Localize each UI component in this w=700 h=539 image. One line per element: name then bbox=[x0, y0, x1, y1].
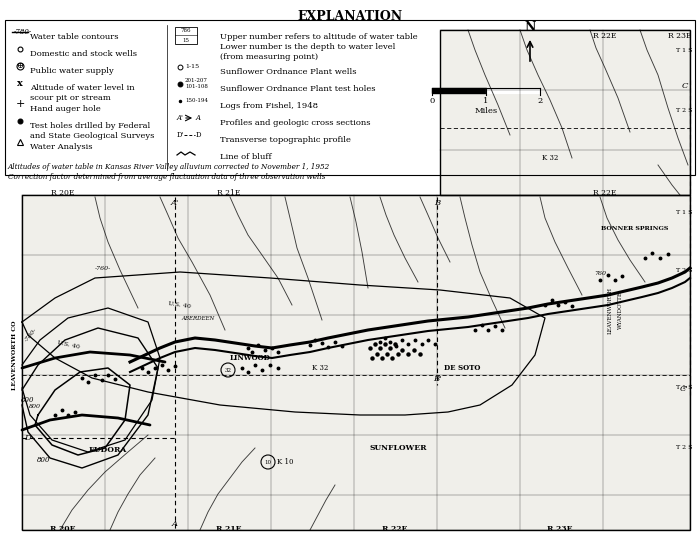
Text: R 23E: R 23E bbox=[668, 32, 692, 40]
Text: LEAVENWORTH CO: LEAVENWORTH CO bbox=[13, 320, 18, 390]
Text: R 21E: R 21E bbox=[217, 189, 241, 197]
Text: 201-207: 201-207 bbox=[185, 79, 208, 84]
Text: Test holes drilled by Federal
and State Geological Surveys: Test holes drilled by Federal and State … bbox=[30, 122, 155, 140]
Text: ⊕: ⊕ bbox=[17, 62, 24, 70]
Text: Logs from Fishel, 1948: Logs from Fishel, 1948 bbox=[220, 102, 318, 110]
Text: 32: 32 bbox=[225, 368, 232, 372]
Text: Line of bluff: Line of bluff bbox=[220, 153, 272, 161]
Text: B: B bbox=[434, 199, 440, 207]
Text: -760-: -760- bbox=[95, 266, 111, 271]
Text: 800: 800 bbox=[29, 404, 41, 409]
Text: 2: 2 bbox=[538, 97, 542, 105]
Text: 786: 786 bbox=[181, 29, 191, 33]
Text: +: + bbox=[15, 99, 24, 109]
Text: 800: 800 bbox=[37, 456, 50, 464]
Text: A: A bbox=[172, 520, 178, 528]
Bar bbox=[22, 195, 690, 530]
Text: R 20E: R 20E bbox=[50, 525, 76, 533]
Text: A': A' bbox=[171, 199, 179, 207]
Bar bbox=[440, 30, 690, 195]
Text: U.S. 40: U.S. 40 bbox=[168, 301, 192, 309]
Text: R 22E: R 22E bbox=[594, 32, 617, 40]
Text: T 2 S: T 2 S bbox=[676, 445, 692, 450]
Text: D': D' bbox=[177, 131, 184, 139]
Text: -780-: -780- bbox=[24, 327, 38, 343]
Text: N: N bbox=[524, 21, 536, 34]
Text: LEAVENWORTH: LEAVENWORTH bbox=[608, 287, 612, 334]
Text: C: C bbox=[682, 82, 688, 90]
Text: x: x bbox=[17, 79, 23, 87]
Text: Altitudes of water table in Kansas River Valley alluvium corrected to November 1: Altitudes of water table in Kansas River… bbox=[8, 163, 330, 182]
Text: Water table contours: Water table contours bbox=[30, 33, 118, 41]
Text: R 21E: R 21E bbox=[216, 525, 242, 533]
Text: R 22E: R 22E bbox=[382, 525, 407, 533]
Bar bbox=[175, 27, 197, 44]
Text: T 1 S: T 1 S bbox=[676, 210, 692, 215]
Text: BONNER SPRINGS: BONNER SPRINGS bbox=[601, 225, 668, 231]
Text: 101-108: 101-108 bbox=[185, 85, 208, 89]
Text: 10: 10 bbox=[265, 460, 272, 465]
Bar bbox=[5, 20, 695, 175]
Text: Water Analysis: Water Analysis bbox=[30, 143, 92, 151]
Text: 15: 15 bbox=[183, 38, 190, 43]
Bar bbox=[432, 88, 486, 93]
Text: DE SOTO: DE SOTO bbox=[444, 364, 480, 372]
Text: Domestic and stock wells: Domestic and stock wells bbox=[30, 50, 137, 58]
Text: 1: 1 bbox=[483, 97, 489, 105]
Text: T 1 S: T 1 S bbox=[676, 385, 692, 390]
Text: EXPLANATION: EXPLANATION bbox=[298, 10, 402, 23]
Text: R 22E: R 22E bbox=[594, 189, 617, 197]
Text: T 2 S: T 2 S bbox=[676, 268, 692, 273]
Text: K 32: K 32 bbox=[312, 364, 328, 372]
Text: 760: 760 bbox=[594, 271, 606, 276]
Text: Sunflower Ordnance Plant wells: Sunflower Ordnance Plant wells bbox=[220, 68, 356, 76]
Text: Profiles and geologic cross sections: Profiles and geologic cross sections bbox=[220, 119, 370, 127]
Bar bbox=[486, 88, 540, 93]
Text: A': A' bbox=[177, 114, 184, 122]
Text: LINWOOD: LINWOOD bbox=[230, 354, 270, 362]
Text: D: D bbox=[24, 434, 31, 442]
Text: K 10: K 10 bbox=[276, 458, 293, 466]
Text: K 32: K 32 bbox=[542, 154, 558, 162]
Text: Hand auger hole: Hand auger hole bbox=[30, 105, 101, 113]
Text: A: A bbox=[196, 114, 201, 122]
Text: 800: 800 bbox=[21, 396, 35, 404]
Text: R 23E: R 23E bbox=[547, 525, 573, 533]
Text: D: D bbox=[196, 131, 202, 139]
Text: 150-194: 150-194 bbox=[185, 99, 208, 103]
Text: R 20E: R 20E bbox=[51, 189, 75, 197]
Text: 1-15: 1-15 bbox=[185, 65, 199, 70]
Text: WYANDOTTE: WYANDOTTE bbox=[617, 291, 622, 329]
Text: U.S. 40: U.S. 40 bbox=[56, 340, 80, 350]
Text: SUNFLOWER: SUNFLOWER bbox=[370, 444, 427, 452]
Text: Sunflower Ordnance Plant test holes: Sunflower Ordnance Plant test holes bbox=[220, 85, 375, 93]
Text: 0: 0 bbox=[429, 97, 435, 105]
Text: Upper number refers to altitude of water table
Lower number is the depth to wate: Upper number refers to altitude of water… bbox=[220, 33, 418, 60]
Text: Miles: Miles bbox=[475, 107, 498, 115]
Text: EUDORA: EUDORA bbox=[89, 446, 127, 454]
Text: C': C' bbox=[680, 385, 688, 393]
Text: ABERDEEN: ABERDEEN bbox=[181, 315, 215, 321]
Text: Transverse topographic profile: Transverse topographic profile bbox=[220, 136, 351, 144]
Text: Altitude of water level in
scour pit or stream: Altitude of water level in scour pit or … bbox=[30, 84, 134, 102]
Text: B': B' bbox=[433, 375, 441, 383]
Text: -780-: -780- bbox=[14, 28, 32, 36]
Text: Public water supply: Public water supply bbox=[30, 67, 113, 75]
Text: T 2 S: T 2 S bbox=[676, 108, 692, 113]
Text: T 1 S: T 1 S bbox=[676, 48, 692, 53]
